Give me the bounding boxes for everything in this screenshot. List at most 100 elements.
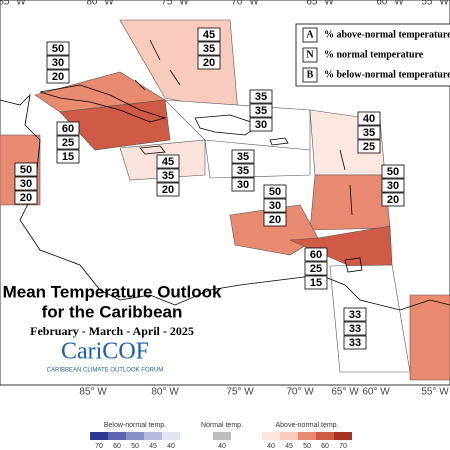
key-letter-box bbox=[302, 67, 318, 83]
region-value: 30 bbox=[255, 119, 267, 131]
colorbar-swatch bbox=[298, 432, 316, 440]
colorbar-tick: 40 bbox=[218, 443, 226, 450]
value-box bbox=[357, 111, 381, 126]
value-box bbox=[56, 135, 80, 150]
value-box bbox=[263, 212, 287, 227]
value-box bbox=[14, 190, 38, 205]
region-value: 50 bbox=[52, 43, 64, 55]
value-box bbox=[197, 27, 221, 42]
colorbar-swatch bbox=[162, 432, 180, 440]
key-text: % above-normal temperature bbox=[324, 29, 450, 40]
value-box bbox=[156, 154, 180, 169]
colorbar-swatch bbox=[126, 432, 144, 440]
longitude-label: 85° W bbox=[79, 387, 107, 398]
logo: CariCOF bbox=[61, 339, 149, 365]
region-value: 15 bbox=[62, 151, 74, 163]
region-value: 35 bbox=[203, 43, 215, 55]
region-value: 50 bbox=[387, 166, 399, 178]
longitude-label: 80° W bbox=[86, 0, 114, 8]
region-value: 15 bbox=[310, 277, 322, 289]
value-box bbox=[231, 177, 255, 192]
colorbar-tick: 70 bbox=[95, 443, 103, 450]
key-letter-box bbox=[302, 27, 318, 43]
region-value: 25 bbox=[62, 137, 74, 149]
value-box bbox=[231, 149, 255, 164]
key-letter: N bbox=[306, 49, 314, 60]
longitude-label: 65° W bbox=[306, 0, 334, 8]
value-box bbox=[46, 41, 70, 56]
longitude-label: 60° W bbox=[362, 387, 390, 398]
colorbar-swatch bbox=[144, 432, 162, 440]
region-value: 20 bbox=[387, 194, 399, 206]
value-box bbox=[14, 162, 38, 177]
coastlines bbox=[0, 39, 450, 311]
region-value: 20 bbox=[20, 192, 32, 204]
value-box bbox=[343, 335, 367, 350]
colorbar-tick: 40 bbox=[167, 443, 175, 450]
title: Mean Temperature Outlook bbox=[3, 282, 222, 301]
region-value: 35 bbox=[237, 151, 249, 163]
region-value: 35 bbox=[237, 165, 249, 177]
value-box bbox=[357, 139, 381, 154]
key-text: % normal temperature bbox=[324, 49, 424, 60]
region-value: 25 bbox=[363, 141, 375, 153]
value-box bbox=[156, 168, 180, 183]
region-value: 30 bbox=[52, 57, 64, 69]
colorbar-swatch bbox=[213, 432, 231, 440]
value-box bbox=[357, 125, 381, 140]
period: February - March - April - 2025 bbox=[30, 324, 194, 338]
region-value: 35 bbox=[363, 127, 375, 139]
colorbar-swatch bbox=[108, 432, 126, 440]
value-box bbox=[14, 176, 38, 191]
colorbar-tick: 50 bbox=[131, 443, 139, 450]
value-box bbox=[46, 55, 70, 70]
longitude-label: 80° W bbox=[151, 387, 179, 398]
longitude-label: 75° W bbox=[161, 0, 189, 8]
value-box bbox=[381, 164, 405, 179]
longitude-label: 55° W bbox=[421, 0, 449, 8]
longitude-label: 55° W bbox=[421, 387, 449, 398]
value-box bbox=[304, 247, 328, 262]
key-letter: B bbox=[307, 69, 314, 80]
value-box bbox=[46, 69, 70, 84]
region bbox=[59, 99, 171, 151]
region-value: 45 bbox=[162, 156, 174, 168]
value-box bbox=[304, 275, 328, 290]
region bbox=[204, 139, 311, 179]
value-box bbox=[156, 182, 180, 197]
longitude-label: 70° W bbox=[231, 0, 259, 8]
value-box bbox=[56, 149, 80, 164]
value-box bbox=[263, 198, 287, 213]
region-value: 30 bbox=[387, 180, 399, 192]
value-box bbox=[304, 261, 328, 276]
longitude-label: 65° W bbox=[331, 387, 359, 398]
colorbar-swatch bbox=[334, 432, 352, 440]
region-value: 30 bbox=[20, 178, 32, 190]
value-box bbox=[249, 103, 273, 118]
colorbar-label: Normal temp. bbox=[201, 422, 243, 429]
region-value: 20 bbox=[269, 214, 281, 226]
longitude-label: 85° W bbox=[0, 0, 26, 8]
region bbox=[309, 174, 391, 231]
key-letter: A bbox=[306, 29, 314, 40]
colorbar-tick: 60 bbox=[113, 443, 121, 450]
colorbar-label: Below-normal temp. bbox=[104, 422, 166, 429]
colorbar-swatch bbox=[262, 432, 280, 440]
colorbar-swatch bbox=[316, 432, 334, 440]
value-box bbox=[381, 178, 405, 193]
region-value: 20 bbox=[162, 184, 174, 196]
region-value: 33 bbox=[349, 309, 361, 321]
region bbox=[409, 294, 450, 381]
value-box bbox=[231, 163, 255, 178]
title: for the Caribbean bbox=[42, 302, 183, 321]
colorbar-tick: 45 bbox=[285, 443, 293, 450]
region bbox=[289, 225, 393, 267]
region-value: 30 bbox=[269, 200, 281, 212]
value-box bbox=[381, 192, 405, 207]
region-value: 30 bbox=[237, 179, 249, 191]
key-box bbox=[295, 23, 450, 87]
colorbar-swatch bbox=[280, 432, 298, 440]
longitude-label: 60° W bbox=[376, 0, 404, 8]
colorbar-tick: 50 bbox=[303, 443, 311, 450]
colorbar-tick: 45 bbox=[149, 443, 157, 450]
